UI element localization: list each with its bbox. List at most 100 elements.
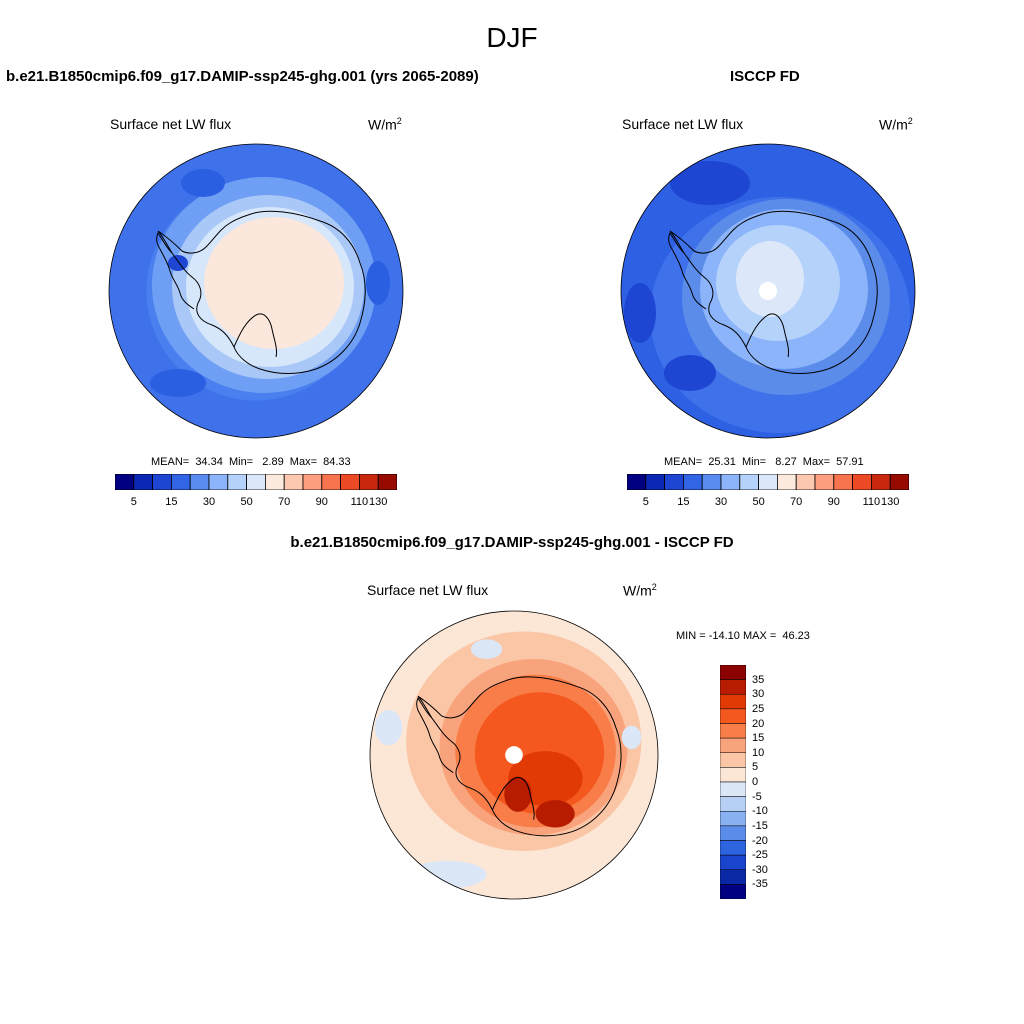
- model-colorbar-labels: 5 15 30 50 70 90 110 130: [115, 496, 397, 510]
- model-variable-label: Surface net LW flux: [110, 116, 232, 132]
- obs-colorbar-labels: 5 15 30 50 70 90 110 130: [627, 496, 909, 510]
- colorbar-tick-label: 10: [752, 746, 765, 759]
- obs-panel-title: ISCCP FD: [730, 68, 800, 85]
- low-flux-patch: [664, 355, 716, 391]
- colorbar-tick-label: 15: [677, 496, 690, 508]
- colorbar-swatch: [115, 474, 135, 490]
- colorbar-swatch: [171, 474, 191, 490]
- colorbar-tick-label: 30: [202, 496, 216, 508]
- colorbar-tick-label: -10: [752, 805, 768, 818]
- colorbar-tick-label: 15: [165, 496, 178, 508]
- colorbar-swatch: [776, 474, 797, 490]
- difference-colorbar-labels: 35 30 25 20 15 10 5 0 -5 -10 -15 -20 -25 -30 -35: [752, 665, 792, 899]
- negative-diff-patch: [470, 639, 503, 659]
- antarctica-coastline: [416, 676, 622, 837]
- colorbar-swatch: [720, 679, 746, 695]
- colorbar-tick-label: 20: [752, 717, 765, 730]
- colorbar-swatch: [720, 854, 746, 870]
- colorbar-swatch: [264, 474, 285, 490]
- colorbar-tick-label: 90: [827, 496, 840, 508]
- continent-core: [736, 241, 804, 317]
- colorbar-tick-label: 50: [240, 496, 253, 508]
- colorbar-tick-label: 70: [790, 496, 803, 508]
- colorbar-swatch: [189, 474, 210, 490]
- colorbar-swatch: [739, 474, 760, 490]
- colorbar-tick-label: -20: [752, 834, 768, 847]
- low-flux-patch: [168, 255, 188, 271]
- colorbar-swatch: [720, 723, 746, 739]
- antarctica-coastline: [668, 210, 878, 374]
- low-flux-patch: [181, 169, 225, 197]
- colorbar-tick-label: 0: [752, 776, 759, 788]
- obs-variable-label: Surface net LW flux: [622, 116, 744, 132]
- colorbar-tick-label: 110: [350, 496, 369, 508]
- colorbar-tick-label: 25: [752, 702, 765, 715]
- colorbar-tick-label: 30: [714, 496, 728, 508]
- antarctica-coastline: [156, 210, 366, 374]
- difference-panel-title: b.e21.B1850cmip6.f09_g17.DAMIP-ssp245-gh…: [290, 534, 734, 551]
- low-flux-patch: [624, 283, 656, 343]
- difference-polar-map: [369, 610, 659, 900]
- obs-polar-map: [620, 143, 916, 439]
- missing-data-hole: [759, 282, 777, 300]
- colorbar-swatch: [833, 474, 854, 490]
- colorbar-tick-label: -25: [752, 849, 768, 862]
- colorbar-swatch: [889, 474, 909, 490]
- colorbar-tick-label: 130: [881, 496, 900, 508]
- map-boundary: [620, 143, 916, 439]
- diff-variable-label: Surface net LW flux: [367, 582, 489, 598]
- model-units-label: W/m2: [368, 116, 402, 133]
- colorbar-swatch: [720, 737, 746, 753]
- colorbar-tick-label: 110: [862, 496, 881, 508]
- obs-stats: MEAN= 25.31 Min= 8.27 Max= 57.91: [664, 456, 864, 468]
- colorbar-swatch: [701, 474, 722, 490]
- high-diff-patch: [504, 776, 532, 812]
- colorbar-tick-label: -15: [752, 819, 768, 832]
- diff-stats: MIN = -14.10 MAX = 46.23: [676, 630, 810, 642]
- colorbar-swatch: [870, 474, 891, 490]
- colorbar-tick-label: 35: [752, 673, 765, 686]
- continent-interior: [204, 217, 344, 349]
- colorbar-swatch: [645, 474, 665, 490]
- obs-colorbar: [627, 474, 909, 490]
- low-flux-patch: [150, 369, 206, 397]
- colorbar-tick-label: 5: [130, 496, 137, 508]
- diff-units-label: W/m2: [623, 582, 657, 599]
- colorbar-swatch: [852, 474, 872, 490]
- colorbar-swatch: [302, 474, 323, 490]
- high-diff-patch: [535, 800, 575, 828]
- low-flux-patch: [670, 161, 750, 205]
- colorbar-tick-label: 130: [369, 496, 388, 508]
- obs-units-label: W/m2: [879, 116, 913, 133]
- colorbar-swatch: [720, 811, 746, 827]
- colorbar-tick-label: -30: [752, 863, 768, 876]
- colorbar-tick-label: 15: [752, 732, 765, 745]
- colorbar-swatch: [321, 474, 342, 490]
- colorbar-swatch: [358, 474, 379, 490]
- colorbar-swatch: [152, 474, 172, 490]
- colorbar-swatch: [720, 781, 746, 797]
- colorbar-swatch: [227, 474, 248, 490]
- colorbar-swatch: [720, 665, 746, 680]
- colorbar-swatch: [340, 474, 360, 490]
- colorbar-swatch: [246, 474, 266, 490]
- colorbar-swatch: [133, 474, 153, 490]
- colorbar-swatch: [377, 474, 397, 490]
- colorbar-tick-label: -35: [752, 878, 768, 891]
- model-colorbar: [115, 474, 397, 490]
- colorbar-tick-label: 70: [278, 496, 291, 508]
- figure-title: DJF: [486, 22, 538, 53]
- colorbar-swatch: [795, 474, 816, 490]
- colorbar-swatch: [720, 767, 746, 783]
- colorbar-tick-label: -5: [752, 790, 762, 803]
- colorbar-tick-label: 30: [752, 688, 765, 701]
- colorbar-swatch: [683, 474, 703, 490]
- negative-diff-patch: [374, 709, 403, 746]
- negative-diff-patch: [408, 860, 487, 889]
- colorbar-swatch: [814, 474, 835, 490]
- colorbar-swatch: [720, 869, 746, 885]
- colorbar-tick-label: 5: [752, 761, 759, 774]
- model-polar-map: [108, 143, 404, 439]
- missing-data-hole: [505, 746, 523, 764]
- colorbar-swatch: [720, 694, 746, 710]
